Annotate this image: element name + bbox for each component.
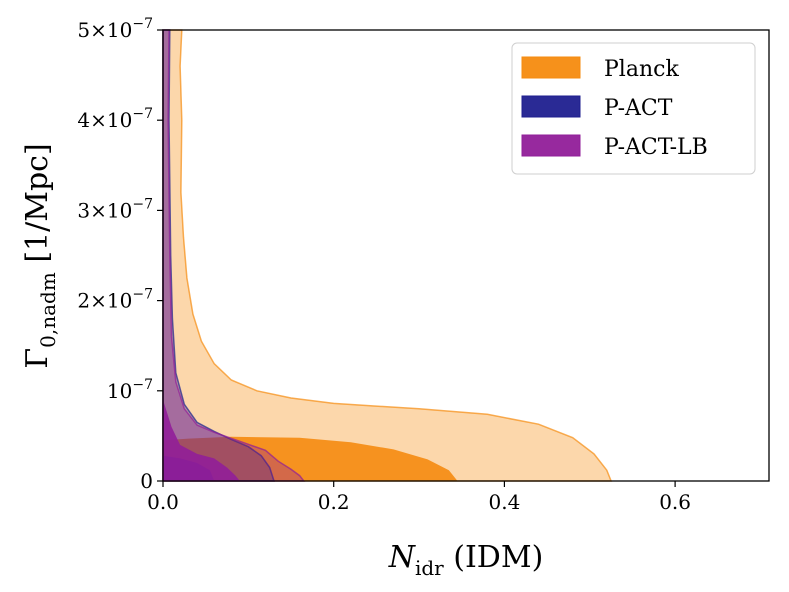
y-tick-label: 5×10−7 xyxy=(77,16,153,42)
y-tick-label: 2×10−7 xyxy=(77,287,153,313)
legend-swatch-p-act-lb xyxy=(521,134,581,157)
plot-areas xyxy=(162,29,613,482)
legend-label-planck: Planck xyxy=(604,57,679,82)
x-tick-label: 0.4 xyxy=(489,490,521,514)
legend-swatch-p-act xyxy=(521,95,581,118)
contour-95-p-act-lb xyxy=(163,399,240,481)
legend-swatch-planck xyxy=(521,56,581,79)
x-tick-label: 0.2 xyxy=(318,490,350,514)
y-tick-label: 0 xyxy=(140,469,153,493)
contour-95-planck xyxy=(163,436,458,481)
series-p-act-lb xyxy=(162,29,306,482)
contour-68-p-act-lb xyxy=(162,29,306,482)
x-tick-label: 0.6 xyxy=(659,490,691,514)
y-axis-label: Γ0,nadm [1/Mpc] xyxy=(20,143,60,368)
legend-label-p-act-lb: P-ACT-LB xyxy=(604,135,708,160)
plot-frame xyxy=(162,29,770,482)
x-axis-label: Nidr (IDM) xyxy=(388,540,544,580)
legend: Planck P-ACT P-ACT-LB xyxy=(511,42,756,175)
y-tick-label: 4×10−7 xyxy=(77,106,153,132)
series-planck xyxy=(162,29,613,482)
contour-68-planck xyxy=(162,29,613,482)
x-tick-label: 0.0 xyxy=(147,490,179,514)
y-tick-label: 10−7 xyxy=(107,377,153,403)
y-axis-ticks: 0 10−7 2×10−7 3×10−7 4×10−7 5×10−7 xyxy=(77,16,163,493)
legend-label-p-act: P-ACT xyxy=(604,96,673,121)
y-tick-label: 3×10−7 xyxy=(77,196,153,222)
x-axis-ticks: 0.0 0.2 0.4 0.6 xyxy=(147,481,691,514)
